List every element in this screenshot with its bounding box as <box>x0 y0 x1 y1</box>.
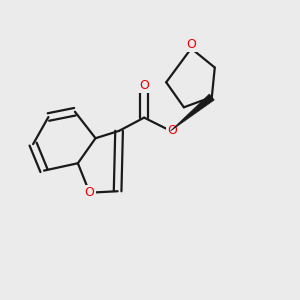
Text: O: O <box>167 124 177 137</box>
Text: O: O <box>139 79 149 92</box>
Text: O: O <box>85 186 94 199</box>
Polygon shape <box>171 94 214 131</box>
Text: O: O <box>186 38 196 51</box>
